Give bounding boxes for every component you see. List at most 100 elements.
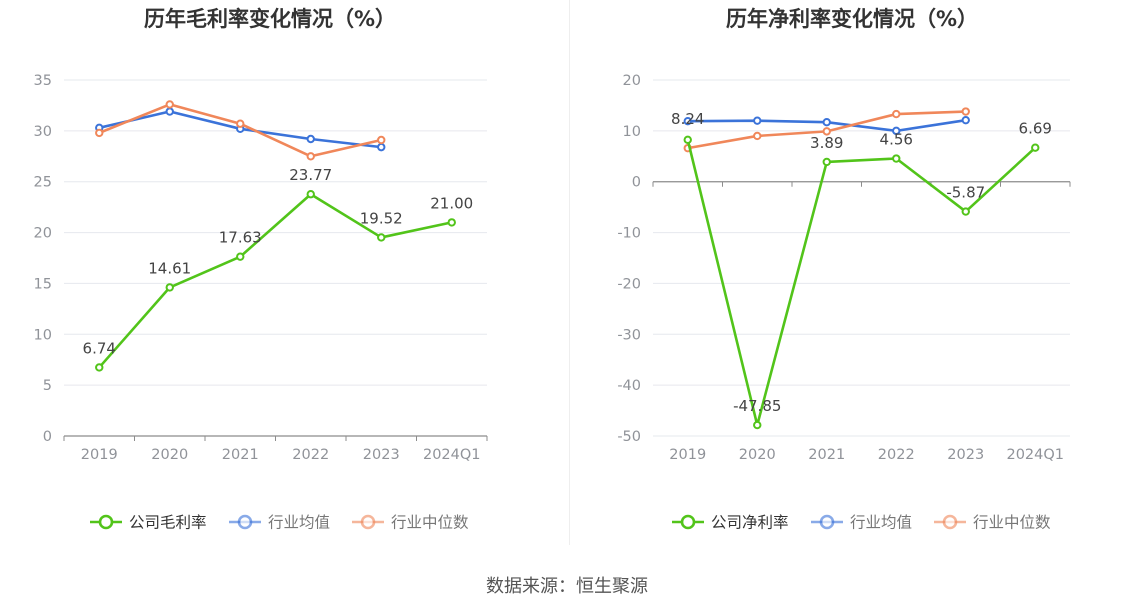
y-tick-label: 0 — [632, 175, 641, 191]
legend-item-industry-median: 行业中位数 — [352, 514, 469, 532]
data-point — [753, 131, 762, 141]
series-line — [686, 139, 1037, 427]
y-tick-label: 20 — [623, 73, 641, 89]
chart-title: 历年净利率变化情况（%） — [726, 7, 978, 31]
data-point — [683, 116, 692, 126]
legend-marker — [237, 514, 253, 530]
x-tick-label: 2024Q1 — [1006, 447, 1064, 463]
x-tick-label: 2023 — [947, 447, 984, 463]
data-point — [892, 109, 901, 119]
data-label: 14.61 — [148, 259, 191, 277]
data-point — [822, 157, 831, 167]
y-tick-label: 30 — [34, 124, 52, 140]
data-point — [961, 115, 970, 125]
y-tick-label: 10 — [623, 124, 641, 140]
data-point — [377, 142, 386, 152]
y-tick-label: -30 — [617, 327, 641, 343]
legend-marker — [942, 514, 958, 530]
legend-label: 行业均值 — [850, 514, 912, 532]
data-label: -47.85 — [733, 397, 781, 415]
x-tick-label: 2022 — [292, 447, 329, 463]
data-point — [95, 128, 104, 138]
series-industry-median — [683, 107, 970, 153]
data-point — [683, 135, 692, 145]
data-label: 4.56 — [880, 131, 913, 149]
data-label: 8.24 — [671, 110, 704, 128]
data-point — [753, 420, 762, 430]
data-point — [306, 152, 315, 161]
legend: 公司净利率 行业均值 行业中位数 — [672, 514, 1051, 532]
data-point — [753, 116, 762, 125]
data-label: 6.74 — [83, 339, 116, 357]
y-tick-label: -20 — [617, 276, 641, 292]
data-label: 19.52 — [360, 209, 403, 227]
data-label: 21.00 — [430, 194, 473, 212]
legend-marker — [360, 514, 376, 530]
legend-item-industry-avg: 行业均值 — [811, 514, 912, 532]
x-tick-label: 2022 — [878, 447, 915, 463]
data-point — [165, 100, 174, 109]
data-point — [892, 154, 901, 163]
y-tick-label: 25 — [34, 175, 52, 191]
y-tick-label: 5 — [43, 378, 52, 394]
legend: 公司毛利率 行业均值 行业中位数 — [90, 514, 469, 532]
legend-item-company: 公司毛利率 — [90, 514, 207, 532]
x-tick-label: 2021 — [222, 447, 259, 463]
x-tick-label: 2023 — [363, 447, 400, 463]
data-point — [306, 134, 315, 144]
y-tick-label: 20 — [34, 226, 52, 242]
y-tick-label: 10 — [34, 327, 52, 343]
data-label: 17.63 — [219, 229, 262, 247]
data-label: 3.89 — [810, 134, 843, 152]
legend-marker — [819, 514, 835, 530]
legend-label: 公司毛利率 — [129, 514, 207, 532]
chart-divider — [569, 0, 570, 545]
series-company: 8.24 -47.85 3.89 4.56 -5.87 6.69 — [671, 110, 1052, 430]
x-tick-label: 2020 — [151, 447, 188, 463]
data-point — [822, 127, 831, 136]
series-line — [98, 192, 453, 369]
chart-panel-1: 历年毛利率变化情况（%） 0 5 10 15 20 25 30 35 2019 2020 2021 20… — [34, 7, 488, 532]
chart-panel-2: 历年净利率变化情况（%） -50 -40 -30 -20 -10 0 10 20 2019 2020… — [617, 7, 1071, 532]
data-point — [236, 119, 245, 128]
x-tick-label: 2024Q1 — [423, 447, 481, 463]
data-point — [165, 283, 174, 292]
data-source-note: 数据来源：恒生聚源 — [486, 576, 648, 597]
series-industry-avg — [95, 107, 386, 152]
legend-item-company: 公司净利率 — [672, 514, 789, 532]
x-tick-label: 2019 — [81, 447, 118, 463]
data-point — [1031, 143, 1040, 152]
legend-label: 行业中位数 — [973, 514, 1051, 532]
data-point — [961, 207, 970, 216]
y-tick-label: 15 — [34, 276, 52, 292]
data-label: 23.77 — [289, 166, 332, 184]
legend-marker — [98, 514, 114, 530]
legend-label: 公司净利率 — [711, 514, 789, 532]
data-point — [95, 363, 104, 372]
series-company: 6.74 14.61 17.63 23.77 19.52 21.00 — [83, 166, 473, 372]
series-industry-avg — [683, 115, 970, 136]
y-tick-label: 35 — [34, 73, 52, 89]
x-tick-label: 2019 — [669, 447, 706, 463]
data-label: -5.87 — [946, 184, 985, 202]
x-tick-label: 2020 — [739, 447, 776, 463]
chart-title: 历年毛利率变化情况（%） — [144, 7, 396, 31]
data-point — [236, 252, 245, 261]
data-point — [377, 233, 386, 242]
series-industry-median — [95, 100, 386, 161]
y-tick-label: -50 — [617, 429, 641, 445]
y-tick-label: -10 — [617, 226, 641, 242]
y-tick-label: 0 — [43, 429, 52, 445]
x-tick-label: 2021 — [808, 447, 845, 463]
legend-label: 行业均值 — [268, 514, 330, 532]
data-point — [447, 218, 456, 227]
data-point — [822, 118, 831, 127]
legend-label: 行业中位数 — [391, 514, 469, 532]
legend-item-industry-avg: 行业均值 — [229, 514, 330, 532]
legend-marker — [680, 514, 696, 530]
data-point — [165, 107, 174, 116]
data-point — [961, 107, 970, 116]
data-point — [377, 135, 386, 145]
legend-item-industry-median: 行业中位数 — [934, 514, 1051, 532]
